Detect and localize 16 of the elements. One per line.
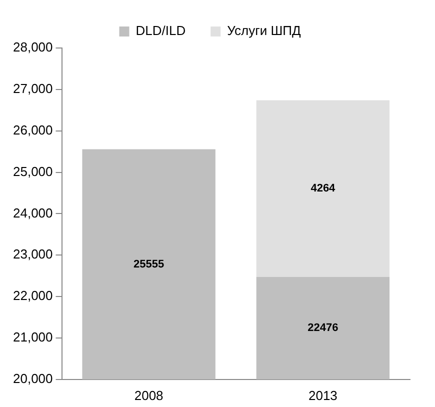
data-label: 25555: [134, 258, 164, 270]
y-tick-label: 28,000: [12, 40, 53, 55]
x-tick-label: 2013: [308, 388, 338, 403]
y-tick-label: 20,000: [12, 370, 53, 386]
y-tick-label: 27,000: [12, 81, 53, 96]
data-label: 22476: [308, 322, 338, 334]
y-tick-label: 25,000: [12, 164, 53, 179]
data-label: 4264: [310, 182, 336, 195]
y-tick-label: 26,000: [12, 122, 53, 138]
x-tick-label: 2008: [134, 388, 164, 403]
y-tick-label: 24,000: [12, 205, 53, 220]
y-tick-label: 23,000: [12, 246, 53, 262]
y-tick-label: 22,000: [12, 288, 53, 304]
legend-label: Услуги ШПД: [227, 23, 301, 38]
y-tick-label: 21,000: [12, 330, 53, 345]
legend-label: DLD/ILD: [136, 23, 186, 38]
